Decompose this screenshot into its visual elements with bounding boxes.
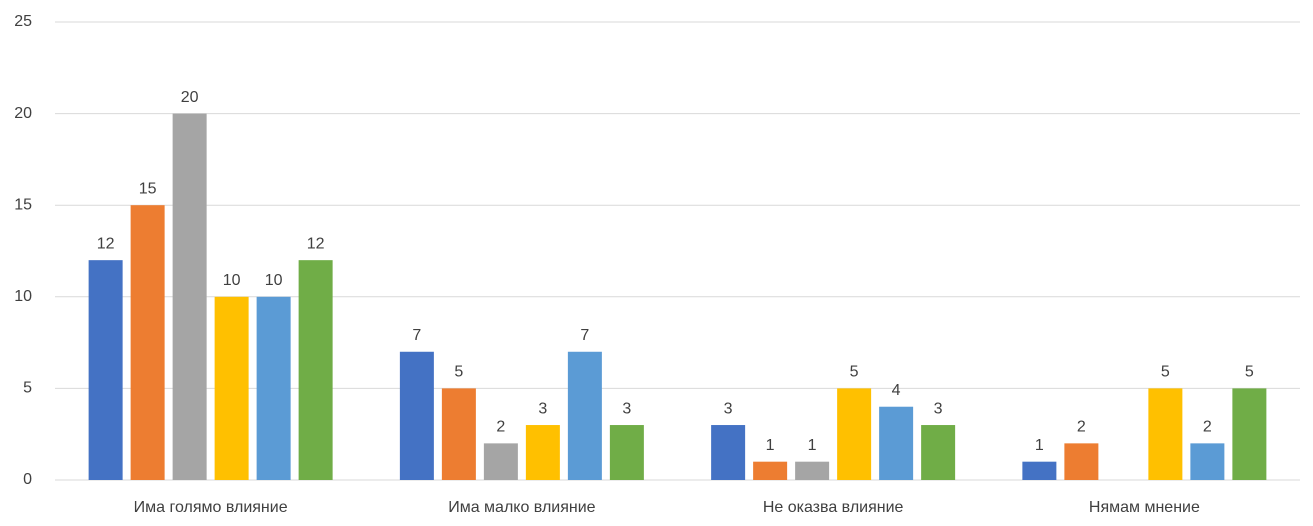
x-tick-label: Не оказва влияние — [763, 499, 904, 516]
x-tick-label: Има малко влияние — [448, 499, 595, 516]
data-label: 1 — [1035, 437, 1044, 454]
data-label: 1 — [766, 437, 775, 454]
data-label: 12 — [97, 235, 115, 252]
data-label: 2 — [1203, 419, 1212, 436]
bar — [609, 425, 644, 480]
bar — [1064, 443, 1099, 480]
data-label: 20 — [181, 89, 199, 106]
bar — [298, 260, 333, 480]
data-label: 5 — [850, 364, 859, 381]
bar — [921, 425, 956, 480]
bar — [879, 406, 914, 480]
bar — [753, 461, 788, 480]
data-label: 3 — [724, 400, 733, 417]
bar — [483, 443, 518, 480]
x-tick-label: Нямам мнение — [1089, 499, 1200, 516]
data-label: 1 — [808, 437, 817, 454]
bar — [795, 461, 830, 480]
data-label: 10 — [223, 272, 241, 289]
data-label: 3 — [934, 400, 943, 417]
data-label: 2 — [496, 419, 505, 436]
bar — [1190, 443, 1225, 480]
bar — [711, 425, 746, 480]
data-label: 5 — [454, 364, 463, 381]
data-label: 2 — [1077, 419, 1086, 436]
data-label: 15 — [139, 180, 157, 197]
bar — [1148, 388, 1183, 480]
bar — [399, 351, 434, 480]
bar — [172, 113, 207, 480]
y-tick-label: 20 — [14, 105, 32, 122]
bar — [1232, 388, 1267, 480]
data-label: 5 — [1245, 364, 1254, 381]
bar — [567, 351, 602, 480]
bar — [214, 296, 249, 480]
bar — [837, 388, 872, 480]
y-tick-label: 15 — [14, 196, 32, 213]
bar — [441, 388, 476, 480]
bar — [88, 260, 123, 480]
data-label: 10 — [265, 272, 283, 289]
y-tick-label: 10 — [14, 288, 32, 305]
bar — [525, 425, 560, 480]
x-tick-label: Има голямо влияние — [134, 499, 288, 516]
bar — [130, 205, 165, 480]
data-label: 5 — [1161, 364, 1170, 381]
y-tick-label: 5 — [23, 380, 32, 397]
data-label: 3 — [622, 400, 631, 417]
data-label: 7 — [412, 327, 421, 344]
data-label: 3 — [538, 400, 547, 417]
y-tick-label: 25 — [14, 13, 32, 30]
bar — [1022, 461, 1057, 480]
y-tick-label: 0 — [23, 471, 32, 488]
data-label: 12 — [307, 235, 325, 252]
data-label: 7 — [580, 327, 589, 344]
data-label: 4 — [892, 382, 901, 399]
bar — [256, 296, 291, 480]
